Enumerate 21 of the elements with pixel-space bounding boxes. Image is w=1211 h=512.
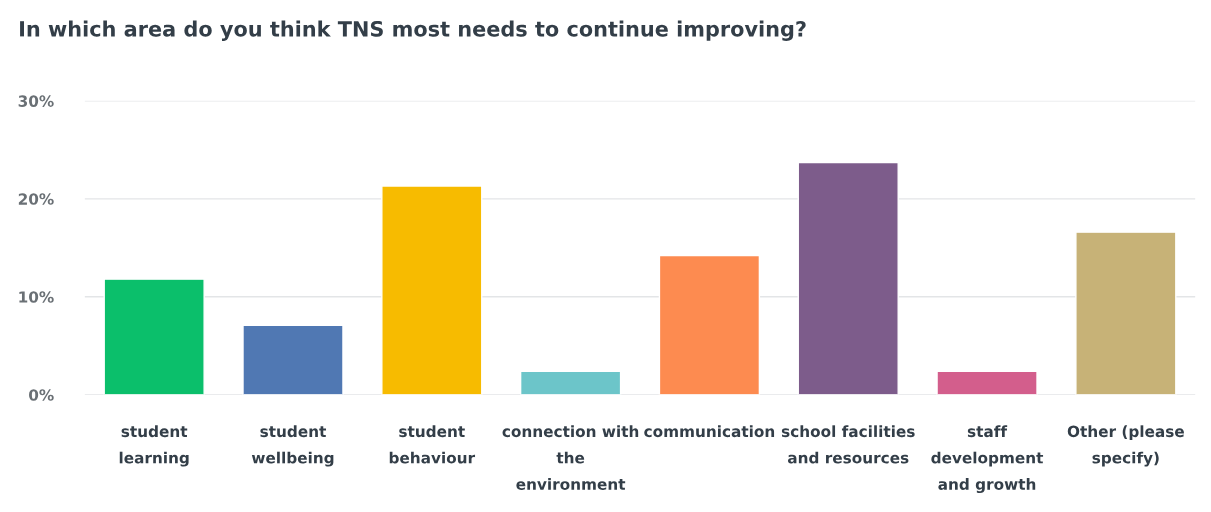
bar	[936, 370, 1038, 395]
bar	[658, 254, 761, 395]
x-tick-label: student learning	[119, 425, 189, 467]
x-tick-label: student behaviour	[389, 425, 476, 464]
x-tick-label: student wellbeing	[251, 425, 334, 467]
x-tick-label: staff development and growth	[931, 425, 1044, 493]
chart-title: In which area do you think TNS most needs to continue improving?	[20, 20, 806, 41]
bar	[519, 370, 622, 395]
y-tick-label: 0%	[29, 389, 54, 401]
x-tick-label: Other (please specify)	[1067, 425, 1184, 467]
bar	[381, 185, 483, 395]
y-tick-label: 20%	[18, 193, 54, 205]
bar	[242, 324, 344, 395]
bar	[797, 161, 899, 395]
y-tick-label: 30%	[18, 95, 54, 107]
x-tick-label: school facilities and resources	[781, 425, 915, 464]
bar	[1075, 231, 1177, 395]
x-tick-label: connection with the environment	[502, 425, 639, 490]
bar	[103, 278, 205, 395]
x-tick-label: communication	[644, 425, 775, 438]
y-tick-label: 10%	[19, 291, 54, 303]
